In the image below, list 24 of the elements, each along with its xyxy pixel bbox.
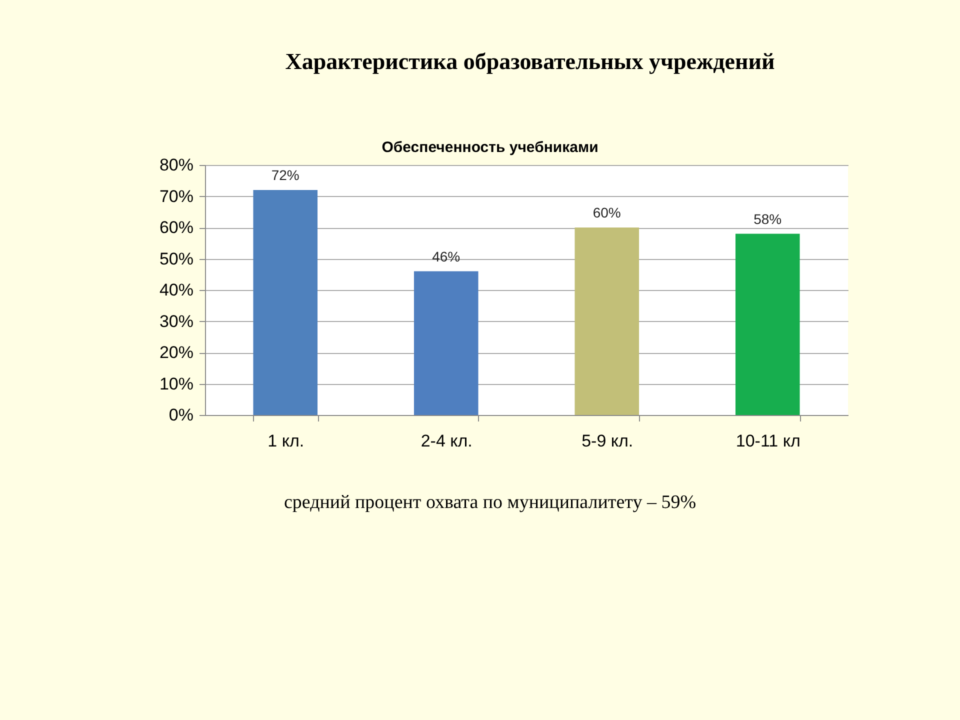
y-tick-label: 20% bbox=[159, 343, 194, 362]
text: средний процент охвата по муниципалитету – 59% bbox=[284, 492, 696, 513]
chart-title: Характеристика образовательных учреждений bbox=[285, 49, 775, 74]
y-tick-label: 40% bbox=[159, 280, 194, 300]
data-label: 46% bbox=[432, 248, 460, 264]
x-tick-label: 2-4 кл. bbox=[420, 432, 472, 450]
bar bbox=[574, 228, 640, 415]
bar bbox=[414, 271, 478, 415]
bar bbox=[253, 190, 318, 415]
y-tick-label: 70% bbox=[159, 186, 194, 206]
y-tick-label: 60% bbox=[159, 218, 194, 237]
y-tick-label: 0% bbox=[168, 406, 194, 424]
y-tick-label: 80% bbox=[159, 156, 194, 174]
y-tick-label: 10% bbox=[159, 374, 194, 394]
x-tick-label: 1 кл. bbox=[268, 432, 304, 450]
data-label: 72% bbox=[271, 167, 300, 183]
data-label: 58% bbox=[754, 210, 782, 227]
x-tick-label: 5-9 кл. bbox=[582, 432, 634, 450]
bar bbox=[735, 234, 800, 415]
y-tick-label: 30% bbox=[159, 312, 194, 331]
x-tick-label: 10-11 кл bbox=[736, 432, 800, 450]
y-tick-label: 50% bbox=[159, 249, 194, 268]
data-label: 60% bbox=[592, 204, 621, 220]
chart-subtitle: Обеспеченность учебниками bbox=[382, 139, 598, 156]
